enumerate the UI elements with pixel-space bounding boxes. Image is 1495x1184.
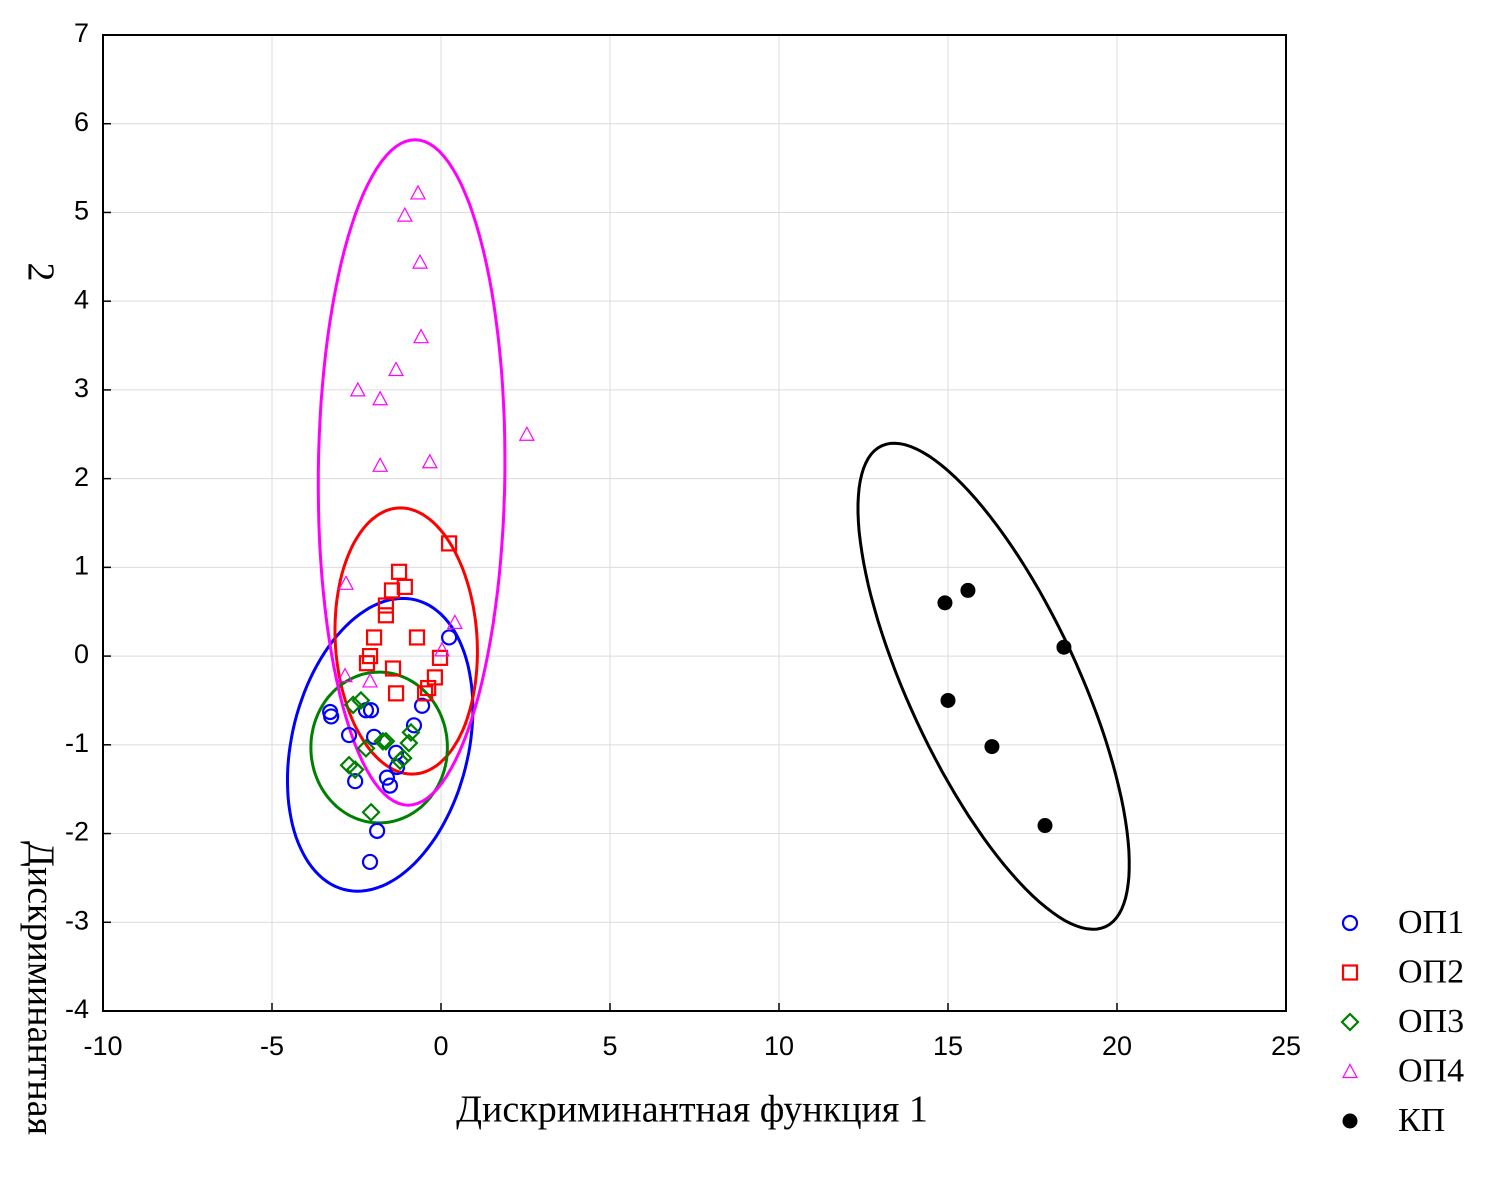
point [960, 582, 976, 598]
legend-marker [1341, 1063, 1359, 1079]
point [446, 614, 463, 629]
legend-item: ОП1 [1341, 904, 1464, 941]
legend-label: ОП1 [1398, 904, 1464, 941]
point [384, 660, 402, 677]
point [396, 206, 413, 222]
point [431, 649, 449, 666]
legend-marker [1340, 1012, 1360, 1032]
y-tick-label: 2 [74, 462, 89, 492]
point [373, 731, 393, 751]
plot-frame [102, 34, 1287, 1012]
point [338, 575, 355, 590]
x-tick-label: 10 [764, 1031, 794, 1061]
y-tick-label: 7 [74, 18, 89, 48]
legend-marker [1341, 914, 1359, 932]
point [390, 751, 410, 771]
point [376, 731, 396, 751]
point [410, 184, 427, 200]
point [412, 253, 429, 269]
y-tick-label: -3 [65, 905, 89, 935]
y-axis-label: Дискриминантная [19, 841, 61, 1135]
legend-label: ОП4 [1398, 1052, 1464, 1089]
point [361, 853, 379, 871]
legend-item: ОП2 [1341, 953, 1464, 990]
legend-item: ОП3 [1340, 1003, 1464, 1040]
point [388, 361, 405, 377]
point [356, 738, 376, 758]
x-tick-label: -10 [83, 1031, 122, 1061]
point [399, 733, 419, 753]
point [372, 457, 389, 472]
point [421, 453, 438, 469]
point [340, 726, 358, 744]
point [362, 672, 379, 688]
point [518, 426, 535, 441]
point [377, 607, 395, 624]
legend-label: ОП2 [1398, 953, 1464, 990]
point [413, 328, 430, 344]
confidence-ellipse [333, 506, 479, 776]
point [387, 685, 405, 702]
y-tick-label: -1 [65, 728, 89, 758]
point [441, 629, 458, 646]
confidence-ellipse [856, 441, 1131, 931]
y-tick-label: 4 [74, 284, 89, 314]
point [361, 802, 381, 822]
confidence-ellipse [286, 596, 475, 893]
legend-marker [1342, 1113, 1358, 1129]
y-axis-label: 2 [19, 263, 61, 282]
point [349, 381, 366, 397]
legend-item: КП [1342, 1102, 1445, 1139]
x-tick-label: 15 [933, 1031, 963, 1061]
point [408, 629, 426, 646]
point [347, 773, 364, 790]
point [358, 655, 376, 672]
legend-label: КП [1398, 1102, 1445, 1139]
y-tick-label: 6 [74, 107, 89, 137]
point [365, 629, 383, 646]
point [940, 692, 956, 708]
confidence-ellipse [309, 670, 449, 825]
point [377, 597, 395, 614]
point [1056, 639, 1072, 655]
point [937, 595, 953, 611]
y-tick-label: 1 [74, 550, 89, 580]
legend-label: ОП3 [1398, 1003, 1464, 1040]
x-tick-label: 5 [602, 1031, 617, 1061]
point [345, 760, 365, 780]
x-tick-label: 25 [1271, 1031, 1301, 1061]
point [1037, 818, 1053, 834]
point [323, 708, 340, 725]
point [417, 685, 434, 702]
point [984, 739, 1000, 755]
y-tick-label: 0 [74, 639, 89, 669]
point [362, 702, 380, 719]
y-tick-label: 3 [74, 373, 89, 403]
legend-marker [1341, 964, 1359, 981]
point [405, 717, 423, 734]
point [337, 667, 354, 683]
point [441, 535, 458, 552]
point [369, 822, 386, 839]
y-tick-label: -2 [65, 817, 89, 847]
point [381, 777, 399, 794]
legend-item: ОП4 [1341, 1052, 1464, 1089]
point [378, 769, 396, 786]
y-tick-label: -4 [65, 994, 89, 1024]
x-tick-label: -5 [260, 1031, 284, 1061]
x-axis-label: Дискриминантная функция 1 [456, 1089, 928, 1131]
point [420, 679, 437, 697]
x-tick-label: 0 [433, 1031, 448, 1061]
point [351, 690, 371, 711]
y-tick-label: 5 [74, 196, 89, 226]
point [343, 695, 363, 715]
point [396, 578, 413, 595]
point [401, 722, 421, 742]
point [434, 641, 451, 657]
x-tick-label: 20 [1102, 1031, 1132, 1061]
point [372, 390, 389, 406]
confidence-ellipse [316, 138, 507, 807]
point [413, 697, 431, 714]
